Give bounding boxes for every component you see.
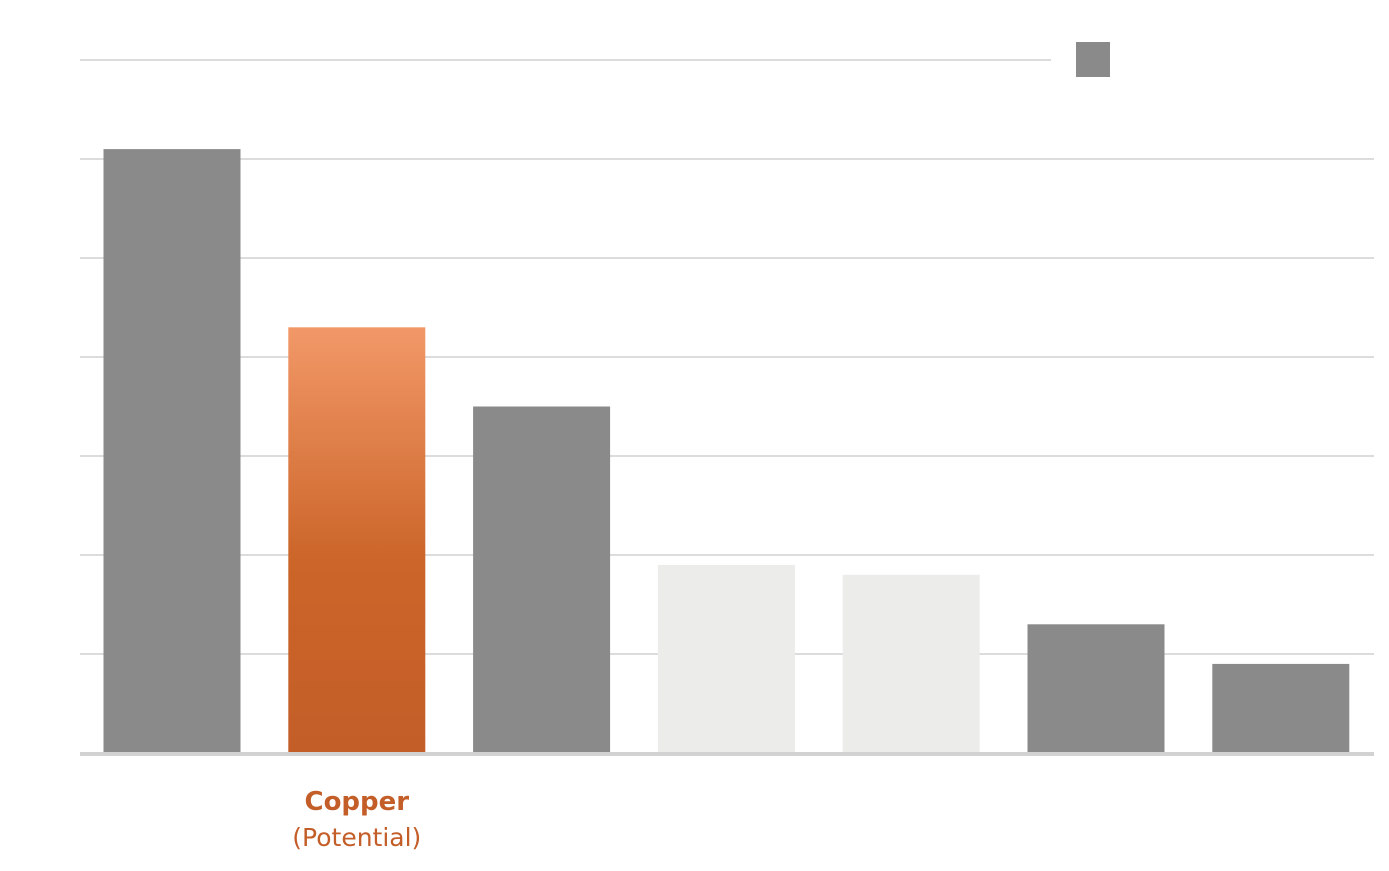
bar-3 — [473, 406, 611, 753]
bar-2 — [288, 327, 426, 753]
bar-5 — [842, 574, 980, 753]
category-sublabel: (Potential) — [292, 823, 422, 852]
legend — [1076, 42, 1110, 77]
legend-swatch — [1076, 42, 1110, 77]
category-label: Copper — [304, 787, 410, 817]
bar-6 — [1027, 624, 1165, 753]
bar-4 — [657, 564, 795, 753]
bar-7 — [1212, 663, 1350, 753]
bars — [80, 149, 1374, 756]
bar-1 — [103, 149, 241, 754]
